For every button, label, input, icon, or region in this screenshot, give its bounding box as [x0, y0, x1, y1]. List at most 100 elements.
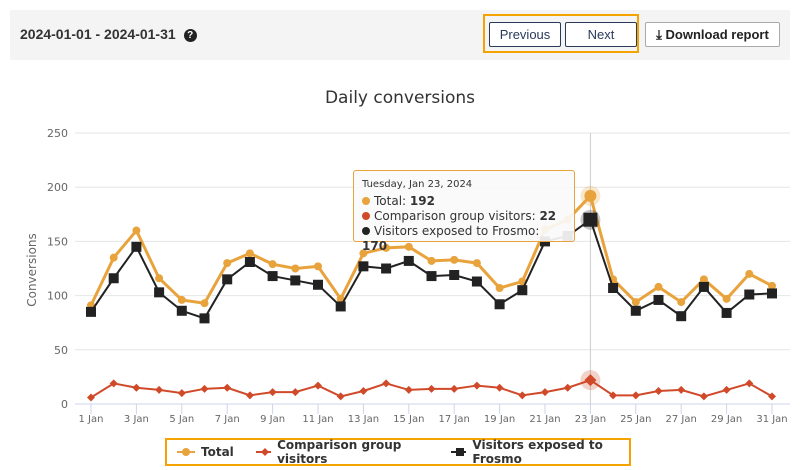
legend-label: Comparison group visitors [277, 438, 402, 466]
data-point [336, 294, 345, 303]
data-point [335, 301, 346, 312]
data-point [631, 391, 640, 400]
next-button[interactable]: Next [565, 22, 637, 47]
data-point [495, 284, 504, 293]
data-point [267, 271, 278, 282]
question-circle-icon[interactable]: ? [183, 29, 197, 42]
legend-item-visitors[interactable]: Visitors exposed to Frosmo [451, 438, 629, 466]
data-point [630, 305, 641, 316]
data-point [87, 393, 95, 402]
data-point [154, 287, 165, 298]
data-point [699, 392, 708, 401]
data-point [359, 386, 368, 395]
x-tick-label: 9 Jan [260, 414, 285, 425]
data-point [245, 391, 254, 400]
data-point [382, 379, 391, 388]
data-point [223, 383, 232, 392]
data-point [768, 281, 776, 290]
download-report-button[interactable]: ⤓ Download report [645, 22, 780, 47]
data-point [654, 282, 663, 291]
x-tick-label: 7 Jan [215, 414, 240, 425]
x-tick-label: 3 Jan [124, 414, 149, 425]
tooltip-row-visitors: Visitors exposed to Frosmo: 170 [362, 224, 566, 254]
data-point [722, 294, 731, 303]
data-point [450, 255, 459, 264]
data-point [721, 307, 732, 318]
data-point [291, 264, 300, 273]
previous-button[interactable]: Previous [489, 22, 561, 47]
data-point [654, 386, 663, 395]
data-point [450, 384, 459, 393]
data-point [631, 298, 640, 307]
y-tick-label: 250 [47, 127, 68, 140]
data-point [359, 249, 368, 258]
tooltip-label: Total: [374, 194, 410, 208]
data-point [584, 189, 597, 202]
legend-item-total[interactable]: Total [177, 445, 234, 459]
data-point [199, 313, 210, 324]
dot-icon [362, 212, 370, 220]
data-point [314, 381, 322, 390]
tooltip-row-comparison: Comparison group visitors: 22 [362, 209, 566, 224]
x-tick-label: 13 Jan [348, 414, 379, 425]
data-point [471, 276, 482, 287]
data-point [403, 255, 414, 266]
data-point [472, 259, 481, 268]
data-point [677, 298, 686, 307]
data-point [358, 261, 369, 272]
data-point [223, 259, 232, 268]
data-point [745, 379, 754, 388]
chart-title: Daily conversions [324, 88, 476, 108]
y-tick-label: 100 [47, 290, 68, 303]
x-tick-label: 5 Jan [169, 414, 194, 425]
x-tick-label: 17 Jan [439, 414, 470, 425]
legend-item-comparison[interactable]: Comparison group visitors [255, 438, 429, 466]
legend-label: Total [201, 445, 234, 459]
data-point [245, 249, 254, 258]
data-point [427, 384, 436, 393]
data-point [132, 383, 141, 392]
data-point [404, 242, 413, 251]
date-range-text: 2024-01-01 - 2024-01-31 [20, 26, 176, 42]
dot-icon [362, 227, 370, 235]
data-point [722, 385, 731, 394]
tooltip-date: Tuesday, Jan 23, 2024 [362, 179, 473, 190]
data-point [584, 374, 597, 387]
data-point [336, 392, 345, 401]
x-tick-label: 23 Jan [575, 414, 606, 425]
data-point [176, 305, 187, 316]
data-point [698, 281, 709, 292]
data-point [767, 288, 777, 299]
chart-legend: Total Comparison group visitors Visitors… [165, 438, 631, 466]
data-point [155, 274, 164, 283]
data-point [290, 275, 301, 286]
tooltip: Tuesday, Jan 23, 2024 Total: 192 Compari… [353, 170, 575, 253]
data-point [744, 289, 755, 300]
data-point [583, 212, 598, 227]
data-point [426, 271, 437, 282]
data-point [517, 285, 528, 296]
data-point [608, 283, 619, 294]
x-tick-label: 15 Jan [393, 414, 424, 425]
x-tick-label: 11 Jan [302, 414, 333, 425]
circle-marker-icon [177, 448, 195, 456]
x-tick-label: 31 Jan [756, 414, 787, 425]
x-tick-label: 29 Jan [711, 414, 742, 425]
y-axis-label: Conversions [25, 233, 39, 307]
data-point [177, 295, 186, 304]
x-tick-label: 25 Jan [620, 414, 651, 425]
download-icon: ⤓ [656, 27, 662, 42]
data-point [449, 270, 460, 281]
data-point [677, 385, 686, 394]
download-label: Download report [665, 27, 769, 42]
dot-icon [362, 197, 370, 205]
diamond-marker-icon [255, 448, 272, 456]
data-point [222, 274, 233, 285]
y-tick-label: 0 [61, 398, 68, 411]
data-point [472, 381, 481, 390]
data-point [291, 388, 300, 397]
data-point [495, 383, 504, 392]
data-point [382, 243, 391, 252]
x-tick-label: 27 Jan [666, 414, 697, 425]
data-point [132, 226, 141, 235]
